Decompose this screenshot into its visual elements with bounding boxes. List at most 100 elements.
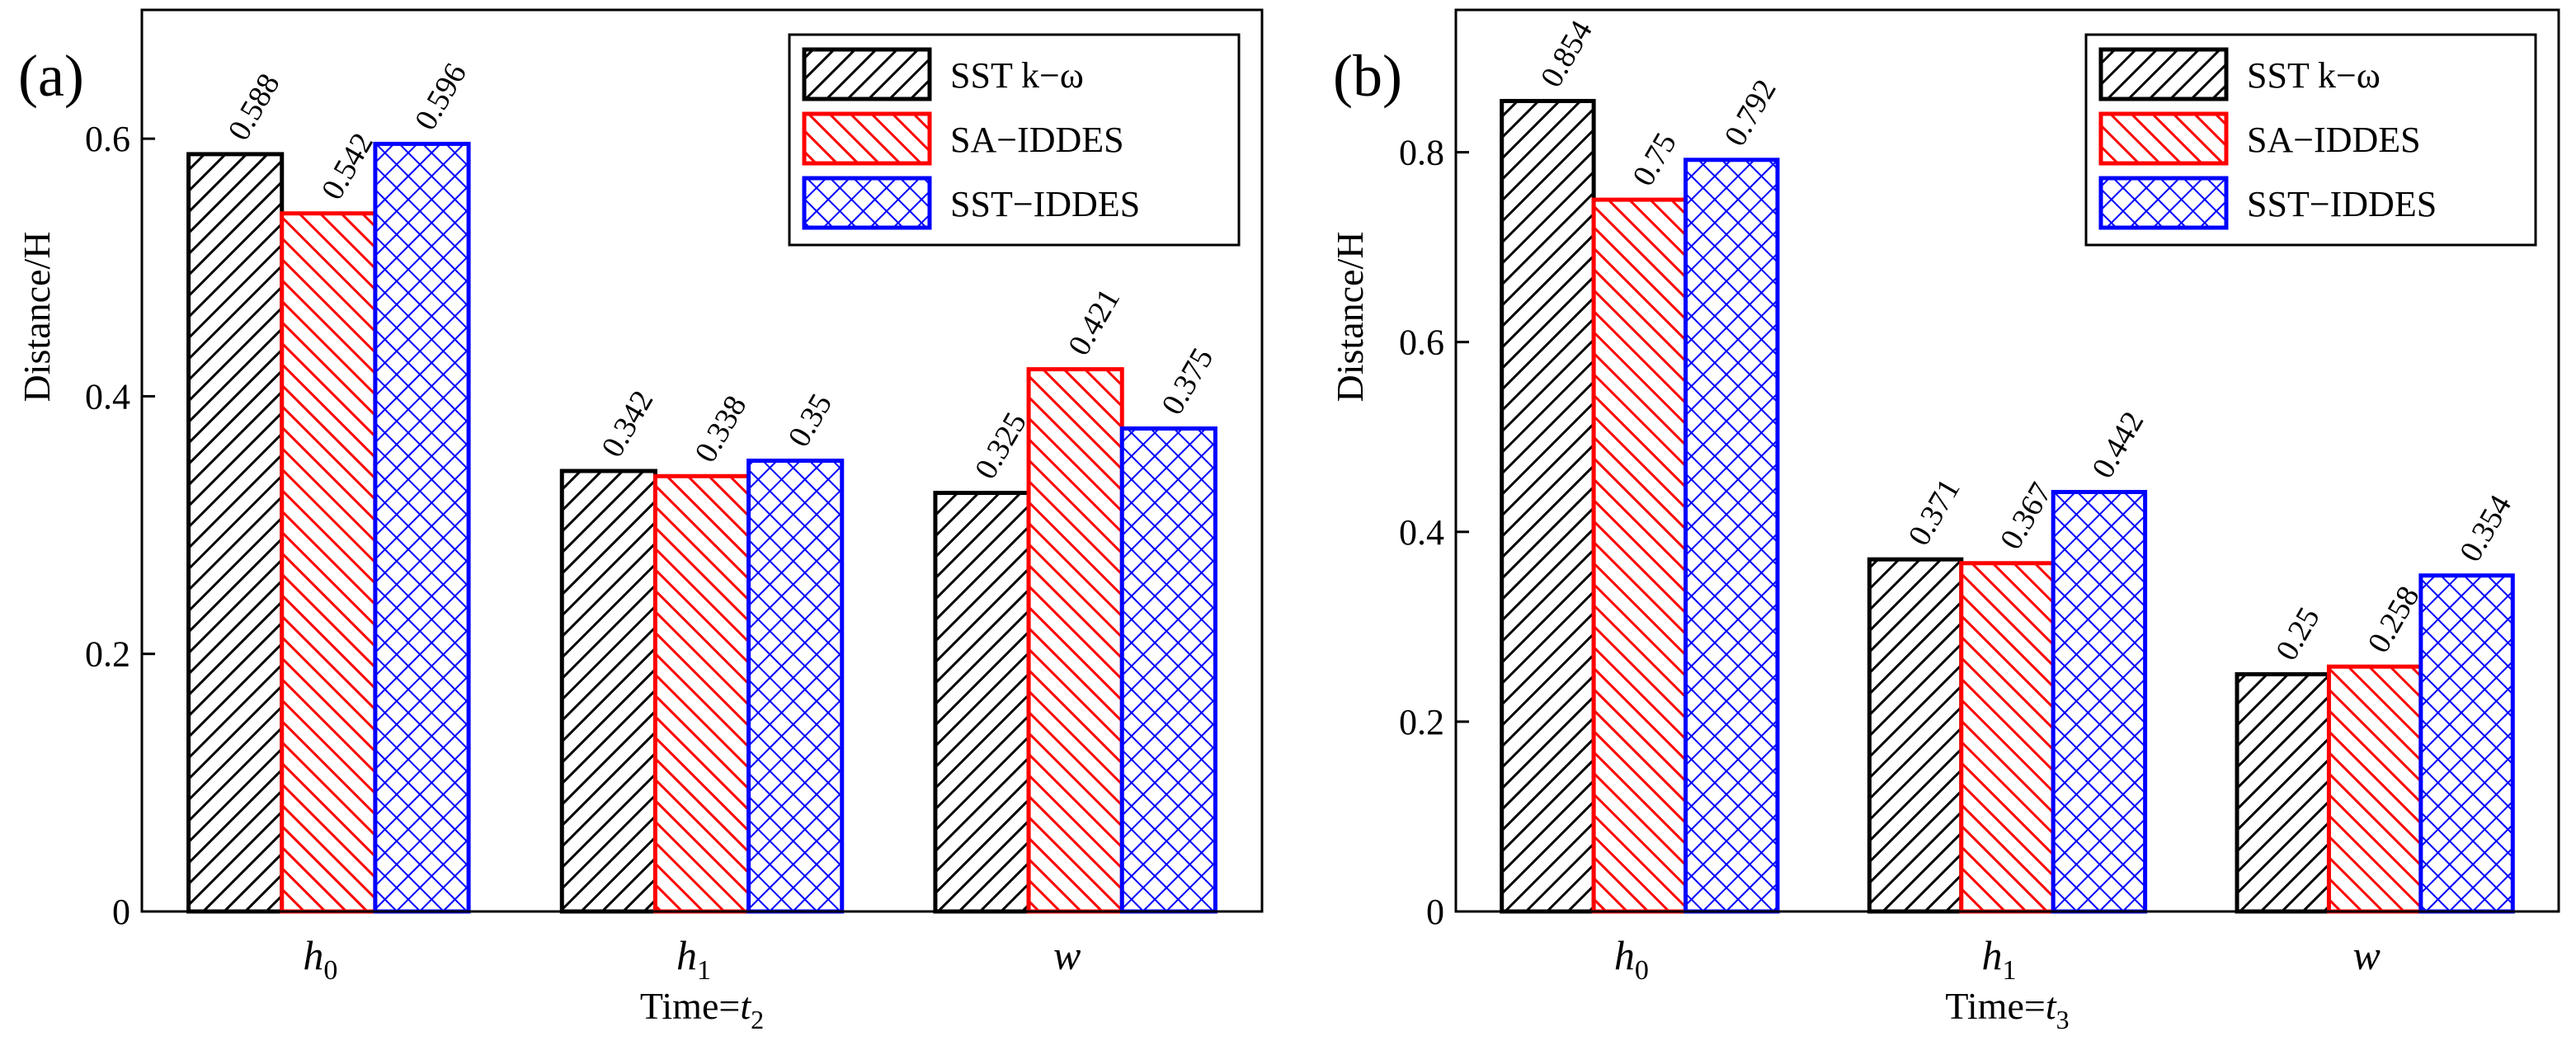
x-category-main: h (303, 932, 323, 978)
plot-frame (140, 8, 1264, 913)
y-tick-label: 0.6 (1399, 323, 1444, 363)
x-category-main: w (2352, 932, 2380, 978)
data-label: 0.367 (1994, 477, 2059, 555)
legend-label: SA−IDDES (950, 120, 1124, 160)
legend-swatch (802, 111, 932, 166)
data-label: 0.596 (408, 58, 473, 136)
panel-label: (b) (1333, 43, 1402, 109)
x-category-label: h1 (676, 932, 711, 986)
bar (1867, 557, 1964, 914)
x-axis-title-sub: 2 (751, 1005, 764, 1034)
x-category-main: h (1982, 932, 2003, 978)
data-label: 0.354 (2453, 489, 2518, 568)
chart-panel-a: (a) Distance/H Time=t2 00.20.40.6 h0 h1 w … (16, 8, 1264, 1034)
x-category-label: w (1053, 932, 1081, 978)
bars (1500, 98, 2515, 914)
bar (746, 459, 845, 914)
data-label: 0.371 (1902, 473, 1967, 552)
x-category-label: h0 (1614, 932, 1649, 986)
bar (373, 141, 471, 914)
chart-panel-b: (b) Distance/H Time=t3 00.20.40.60.8 h0 h… (1329, 8, 2560, 1034)
bar (1500, 98, 1596, 914)
data-label: 0.325 (968, 407, 1034, 485)
y-tick-label: 0.4 (85, 376, 130, 417)
x-axis-title: Time=t2 (640, 985, 764, 1034)
x-axis-title-main: Time= (640, 985, 740, 1027)
bar (2235, 671, 2331, 914)
bar (559, 469, 657, 914)
legend-label: SST k−ω (2247, 55, 2381, 96)
y-tick-label: 0 (112, 892, 130, 932)
y-tick-label: 0.6 (85, 119, 130, 159)
bar (2051, 489, 2148, 914)
data-label: 0.375 (1155, 342, 1220, 421)
y-tick-label: 0.4 (1399, 512, 1444, 553)
y-ticks: 0 0.2 0.4 0.6 (85, 119, 155, 932)
legend-swatch (2098, 47, 2229, 101)
legend-label: SST−IDDES (950, 184, 1140, 224)
data-label: 0.588 (222, 68, 287, 146)
y-axis-title-text: Distance/H (1329, 232, 1371, 403)
x-axis-title-main: Time= (1945, 985, 2045, 1027)
data-label: 0.25 (2269, 601, 2327, 666)
bar (186, 152, 285, 914)
x-category-main: h (676, 932, 697, 978)
data-label: 0.792 (1718, 73, 1783, 152)
x-categories: h0 h1 w (1614, 898, 2381, 986)
y-axis-title: Distance/H (1329, 232, 1371, 403)
bar (933, 491, 1031, 914)
x-category-main: w (1053, 932, 1081, 978)
x-axis-title-var: t (2046, 985, 2057, 1027)
legend-swatch (802, 176, 932, 230)
data-label: 0.75 (1626, 127, 1684, 192)
bar (280, 211, 378, 914)
y-ticks: 0 0.2 0.4 0.6 0.8 (1399, 133, 1469, 932)
x-axis-title-sub: 3 (2056, 1005, 2070, 1034)
data-label: 0.258 (2362, 581, 2427, 659)
y-axis-title: Distance/H (16, 232, 58, 403)
legend-label: SST−IDDES (2247, 184, 2437, 224)
y-tick-label: 0 (1426, 892, 1444, 932)
legend: SST k−ω SA−IDDES SST−IDDES (2084, 33, 2537, 247)
legend-swatch (802, 47, 932, 101)
x-category-label: h1 (1982, 932, 2017, 986)
legend: SST k−ω SA−IDDES SST−IDDES (788, 33, 1241, 247)
x-axis-title-text: Time=t2 (640, 985, 764, 1034)
panel-label: (a) (18, 43, 84, 109)
x-category-sub: 0 (323, 955, 337, 986)
bars (186, 141, 1217, 914)
bar (2418, 573, 2515, 914)
x-category-main: h (1614, 932, 1635, 978)
data-label: 0.421 (1062, 283, 1127, 361)
legend-swatch (2098, 111, 2229, 166)
bar (652, 473, 751, 914)
legend-swatch (2098, 176, 2229, 230)
y-axis-title-text: Distance/H (16, 232, 58, 403)
y-tick-label: 0.8 (1399, 133, 1444, 173)
bar (1119, 426, 1217, 914)
data-label: 0.542 (315, 127, 380, 205)
bar (1026, 367, 1124, 914)
x-axis-title-text: Time=t3 (1945, 985, 2069, 1034)
bar (1959, 561, 2056, 914)
bar (2326, 664, 2423, 914)
bar (1591, 197, 1688, 914)
legend-label: SST k−ω (950, 55, 1084, 96)
bar (1684, 158, 1780, 914)
x-axis-title-var: t (740, 985, 751, 1027)
x-category-sub: 1 (2003, 955, 2017, 986)
data-label: 0.342 (595, 384, 660, 463)
data-label: 0.35 (782, 388, 840, 453)
y-tick-label: 0.2 (1399, 702, 1444, 742)
x-category-sub: 1 (697, 955, 711, 986)
data-label: 0.338 (688, 390, 753, 469)
plot-frame (1454, 8, 2560, 913)
x-axis-title: Time=t3 (1945, 985, 2069, 1034)
x-category-label: h0 (303, 932, 337, 986)
x-category-sub: 0 (1635, 955, 1649, 986)
x-categories: h0 h1 w (303, 898, 1081, 986)
legend-label: SA−IDDES (2247, 120, 2421, 160)
x-category-label: w (2352, 932, 2380, 978)
data-label: 0.442 (2085, 406, 2150, 484)
